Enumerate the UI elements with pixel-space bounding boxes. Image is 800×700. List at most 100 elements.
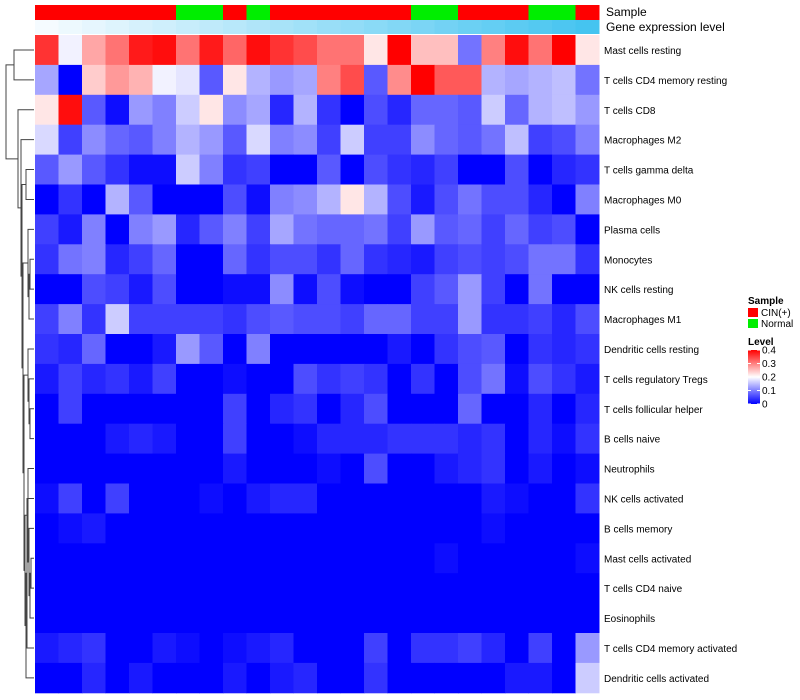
heatmap-cell bbox=[223, 64, 247, 96]
heatmap-cell bbox=[176, 334, 200, 365]
heatmap-cell bbox=[387, 244, 412, 275]
heatmap-cell bbox=[223, 244, 247, 275]
heatmap-cell bbox=[575, 573, 600, 604]
heatmap-cell bbox=[317, 603, 341, 634]
heatmap-cell bbox=[293, 124, 318, 156]
heatmap-cell bbox=[199, 363, 224, 395]
heatmap-cell bbox=[129, 184, 153, 215]
heatmap-cell bbox=[105, 124, 130, 156]
heatmap-cell bbox=[340, 334, 365, 365]
row-dendrogram bbox=[5, 49, 34, 679]
legend-sample-title: Sample bbox=[748, 296, 784, 307]
heatmap-cell bbox=[129, 543, 153, 574]
heatmap-cell bbox=[176, 633, 200, 664]
heatmap-cell bbox=[387, 573, 412, 604]
heatmap-cell bbox=[387, 423, 412, 455]
heatmap-cell bbox=[411, 184, 435, 215]
heatmap-cell bbox=[505, 124, 529, 156]
heatmap-cell bbox=[552, 64, 576, 96]
heatmap-cell bbox=[129, 334, 153, 365]
heatmap-cell bbox=[528, 214, 553, 245]
heatmap-cell bbox=[82, 483, 106, 514]
heatmap-cell bbox=[176, 94, 200, 126]
heatmap-cell bbox=[575, 304, 600, 335]
heatmap-cell bbox=[505, 35, 529, 66]
heatmap-cell bbox=[458, 124, 482, 156]
heatmap-cell bbox=[129, 633, 153, 664]
heatmap-cell bbox=[129, 214, 153, 245]
heatmap-cell bbox=[364, 662, 388, 694]
heatmap-cell bbox=[575, 124, 600, 156]
heatmap-cell bbox=[317, 244, 341, 275]
heatmap-cell bbox=[35, 184, 59, 215]
heatmap-cell bbox=[552, 244, 576, 275]
heatmap-cell bbox=[246, 124, 271, 156]
heatmap-cell bbox=[270, 483, 294, 514]
heatmap-cell bbox=[199, 393, 224, 425]
heatmap-cell bbox=[105, 453, 130, 484]
heatmap-cell bbox=[481, 124, 506, 156]
heatmap-cell bbox=[481, 94, 506, 126]
heatmap-cell bbox=[35, 274, 59, 305]
heatmap-cell bbox=[528, 304, 553, 335]
heatmap-cell bbox=[340, 633, 365, 664]
heatmap-cell bbox=[35, 423, 59, 455]
heatmap-cell bbox=[293, 483, 318, 514]
heatmap-cell bbox=[199, 304, 224, 335]
heatmap-cell bbox=[552, 662, 576, 694]
heatmap-cell bbox=[58, 244, 83, 275]
heatmap-cell bbox=[552, 124, 576, 156]
heatmap-cell bbox=[411, 64, 435, 96]
heatmap-cell bbox=[387, 513, 412, 544]
heatmap-cell bbox=[364, 94, 388, 126]
expression-annotation-cell bbox=[552, 20, 576, 34]
heatmap-cell bbox=[105, 633, 130, 664]
heatmap-cell bbox=[481, 244, 506, 275]
sample-annotation-cell bbox=[176, 5, 200, 20]
heatmap-cell bbox=[505, 184, 529, 215]
heatmap-cell bbox=[458, 543, 482, 574]
heatmap-cell bbox=[387, 124, 412, 156]
heatmap-cell bbox=[528, 423, 553, 455]
heatmap-cell bbox=[364, 573, 388, 604]
heatmap-cell bbox=[152, 423, 177, 455]
row-label: Macrophages M2 bbox=[604, 136, 682, 147]
heatmap-cell bbox=[575, 154, 600, 185]
heatmap-cell bbox=[270, 513, 294, 544]
heatmap-cell bbox=[293, 423, 318, 455]
heatmap-cell bbox=[246, 513, 271, 544]
heatmap-cell bbox=[411, 633, 435, 664]
heatmap-cell bbox=[176, 573, 200, 604]
heatmap-cell bbox=[364, 184, 388, 215]
heatmap-cell bbox=[293, 603, 318, 634]
sample-annotation-cell bbox=[199, 5, 224, 20]
heatmap-cell bbox=[317, 513, 341, 544]
heatmap-cell bbox=[199, 214, 224, 245]
heatmap-cell bbox=[35, 573, 59, 604]
heatmap-cell bbox=[340, 453, 365, 484]
heatmap-cell bbox=[152, 483, 177, 514]
heatmap-cell bbox=[270, 573, 294, 604]
heatmap-cell bbox=[246, 603, 271, 634]
heatmap-cell bbox=[223, 35, 247, 66]
expression-annotation-cell bbox=[152, 20, 177, 34]
heatmap-cell bbox=[129, 154, 153, 185]
heatmap-cell bbox=[223, 513, 247, 544]
row-label: NK cells resting bbox=[604, 285, 673, 296]
heatmap-cell bbox=[528, 274, 553, 305]
heatmap-cell bbox=[481, 64, 506, 96]
heatmap-cell bbox=[105, 334, 130, 365]
heatmap-cell bbox=[152, 633, 177, 664]
heatmap-cell bbox=[58, 573, 83, 604]
heatmap-cell bbox=[552, 184, 576, 215]
heatmap-cell bbox=[434, 363, 459, 395]
heatmap-cell bbox=[105, 244, 130, 275]
heatmap-cell bbox=[58, 633, 83, 664]
heatmap-cell bbox=[458, 483, 482, 514]
heatmap-cell bbox=[82, 304, 106, 335]
expression-annotation-cell bbox=[317, 20, 341, 34]
heatmap-cell bbox=[575, 363, 600, 395]
heatmap-cell bbox=[105, 513, 130, 544]
heatmap-cell bbox=[293, 35, 318, 66]
heatmap-cell bbox=[82, 573, 106, 604]
